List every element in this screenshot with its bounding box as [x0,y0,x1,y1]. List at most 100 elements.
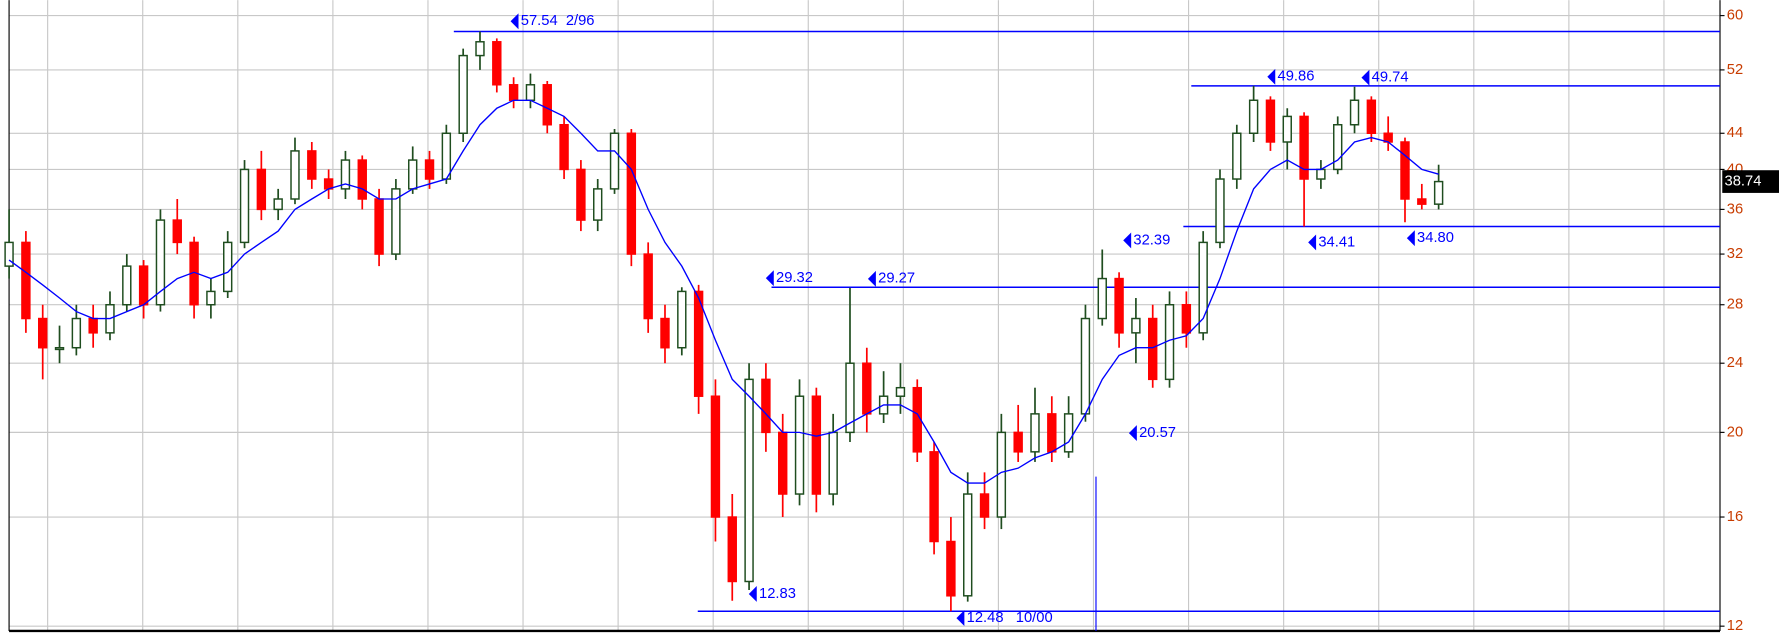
candle-body [811,395,822,495]
annotation-marker [748,586,757,602]
candle-body [929,451,939,543]
candle-body [21,241,31,320]
annotation-label: 12.48 10/00 [967,610,1053,626]
annotation-marker [956,610,965,627]
annotation-marker [1406,230,1415,247]
candle-body [1433,180,1444,205]
candle-body [794,395,805,495]
candle-body [677,290,687,349]
candle-body [609,132,620,190]
candle-body [374,198,384,255]
candle-body [1417,198,1427,205]
candle-body [693,290,704,397]
candle-body [4,241,14,267]
candle-body [273,198,283,211]
candle-body [710,395,721,518]
candle-body [1198,241,1208,334]
y-tick-label: 20 [1727,424,1743,440]
annotation-marker [867,270,876,287]
annotation-label: 20.57 [1139,425,1176,441]
candle-body [38,317,48,349]
candle-body [979,493,990,518]
candle-body [155,219,166,306]
candle-body [1063,413,1074,453]
y-tick-label: 52 [1727,62,1743,78]
candle-body [946,540,956,597]
candle-body [845,362,855,434]
annotation-marker [765,270,774,287]
candle-body [1248,99,1259,135]
candle-body [862,362,872,415]
last-price-label: 38.74 [1725,173,1762,189]
candle-body [206,290,216,306]
candle-body [1030,413,1040,453]
annotation-marker [1128,425,1137,442]
candle-body [895,386,906,397]
candle-body [963,493,973,597]
candle-body [778,431,788,495]
candle-body [1080,317,1091,415]
candle-body [660,317,670,349]
annotation-marker [1123,232,1132,249]
candle-body [408,159,418,190]
candle-body [223,241,233,293]
candle-body [1282,115,1292,143]
candle-body [256,168,267,211]
y-tick-label: 44 [1727,125,1743,141]
y-tick-label: 60 [1727,7,1743,23]
candle-body [492,41,502,86]
candle-body [1232,132,1242,180]
candle-body [1131,317,1141,334]
candle-body [391,188,401,255]
annotation-marker [510,13,519,30]
annotation-marker [1308,234,1317,251]
candle-body [1333,124,1343,171]
candle-body [1299,115,1309,180]
annotation-label: 57.54 2/96 [521,13,595,29]
candle-body [357,159,367,200]
candle-body [508,84,519,101]
candle-body [626,132,637,255]
annotation-marker [1267,68,1276,85]
y-tick-label: 36 [1727,201,1743,217]
candle-body [172,219,182,244]
annotation-label: 49.74 [1372,70,1409,86]
candle-body [542,84,552,126]
moving-average-line [8,99,1439,484]
candle-body [475,41,485,57]
candle-body [1181,303,1192,334]
candle-body [1316,168,1326,180]
candle-body [424,159,435,180]
y-tick-label: 16 [1727,509,1743,525]
candle-body [1349,99,1360,126]
candle-body [1013,431,1023,453]
candle-body [643,253,653,320]
candle-body [1114,277,1124,334]
annotation-label: 34.80 [1417,230,1454,246]
annotation-marker [1361,69,1370,86]
annotation-label: 29.27 [878,271,915,287]
candle-body [1400,141,1410,200]
annotation-label: 29.32 [776,270,813,286]
y-tick-label: 28 [1727,297,1743,313]
candle-body [54,346,65,351]
candle-body [1097,277,1107,320]
candle-body [593,188,603,221]
annotation-label: 12.83 [759,586,796,602]
annotation-label: 32.39 [1133,232,1170,248]
annotation-label: 49.86 [1278,69,1315,85]
candle-body [138,265,149,306]
annotation-label: 34.41 [1318,234,1355,250]
candle-body [744,378,754,583]
candle-body [458,54,468,135]
candle-body [307,150,317,180]
candle-body [441,132,452,180]
y-tick-label: 12 [1727,618,1743,634]
candle-body [525,84,536,101]
candle-body [727,516,737,583]
candle-body [340,159,351,190]
candle-body [290,150,300,200]
candle-body [71,317,82,349]
last-price-box [1722,170,1779,193]
